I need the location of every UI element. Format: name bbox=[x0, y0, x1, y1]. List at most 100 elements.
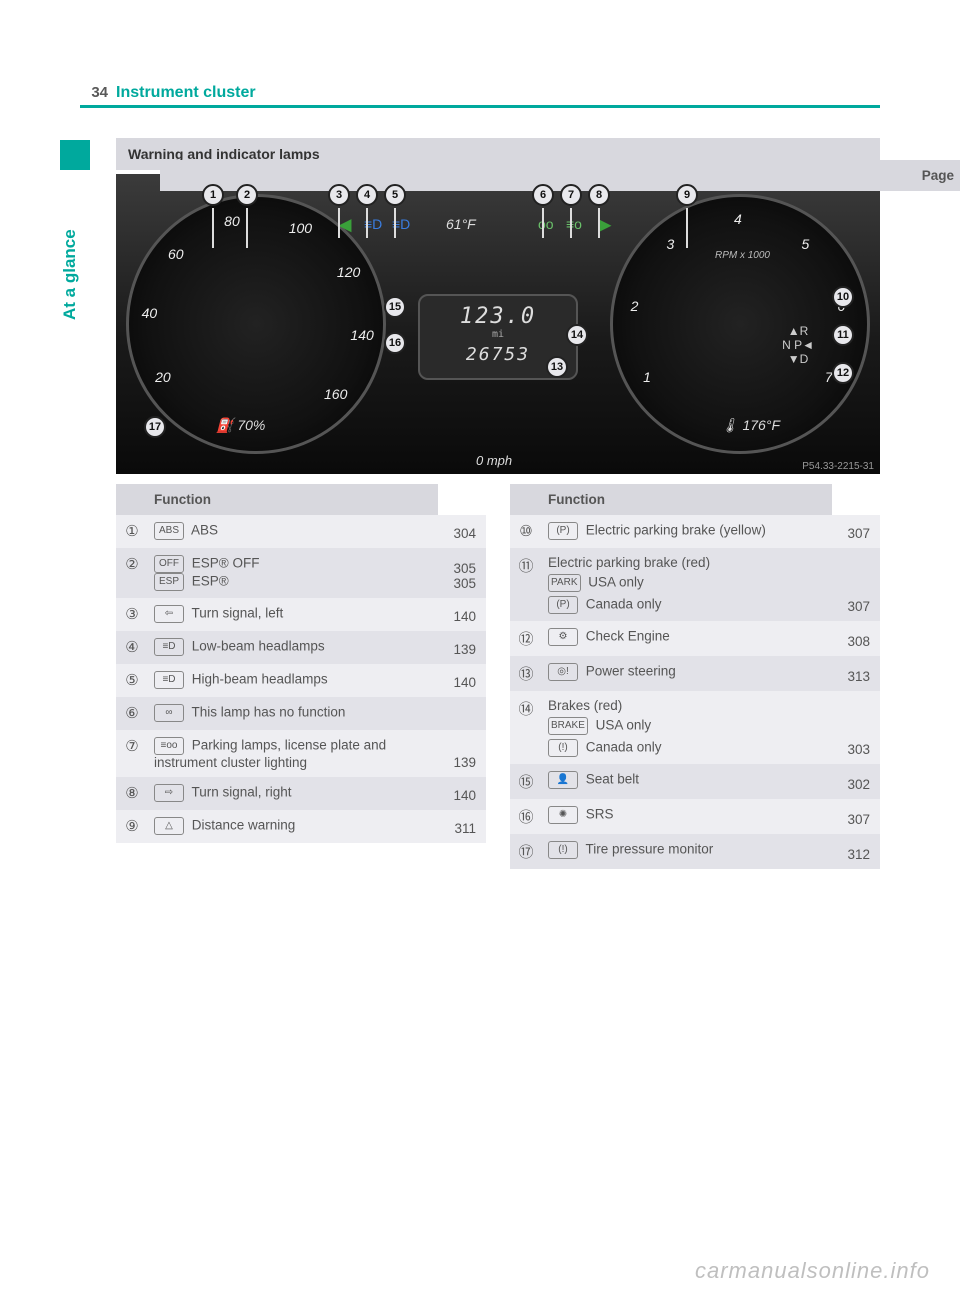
row-function: ABS ABS bbox=[148, 515, 438, 548]
row-function: ≡D Low-beam headlamps bbox=[148, 631, 438, 664]
table-row: ④≡D Low-beam headlamps139 bbox=[116, 631, 486, 664]
row-function: 👤 Seat belt bbox=[542, 764, 832, 799]
callout-marker-9: 9 bbox=[676, 184, 698, 206]
row-page: 139 bbox=[438, 730, 486, 777]
table-row: ①ABS ABS304 bbox=[116, 515, 486, 548]
row-page: 313 bbox=[832, 656, 880, 691]
rpm-tick: 4 bbox=[734, 211, 742, 227]
rpm-tick: 1 bbox=[643, 369, 651, 385]
rpm-tick: 5 bbox=[801, 236, 809, 252]
speed-zero: 0 mph bbox=[476, 453, 512, 468]
callout-marker-11: 11 bbox=[832, 324, 854, 346]
indicator-icon: OFF bbox=[154, 555, 184, 573]
row-function: OFF ESP® OFFESP ESP® bbox=[148, 548, 438, 598]
callout-marker-16: 16 bbox=[384, 332, 406, 354]
row-page: 307 bbox=[832, 515, 880, 548]
trip-value: 123.0 bbox=[420, 304, 576, 329]
indicator-icon: ABS bbox=[154, 522, 184, 540]
trip-unit: mi bbox=[420, 329, 576, 340]
row-page: 307 bbox=[832, 799, 880, 834]
row-page: 307 bbox=[832, 548, 880, 621]
indicator-icon: ⇨ bbox=[154, 784, 184, 802]
callout-marker-13: 13 bbox=[546, 356, 568, 378]
row-function: Electric parking brake (red)PARK USA onl… bbox=[542, 548, 832, 621]
col-function: Function bbox=[542, 484, 832, 515]
col-blank bbox=[116, 484, 148, 515]
speed-tick: 140 bbox=[350, 327, 373, 343]
speed-tick: 80 bbox=[224, 213, 240, 229]
tachometer-gauge bbox=[610, 194, 870, 454]
row-function: ⇦ Turn signal, left bbox=[148, 598, 438, 631]
lamp6-icon: oo bbox=[538, 216, 554, 232]
fuel-readout: ⛽ 70% bbox=[216, 417, 265, 434]
table-row: ③⇦ Turn signal, left140 bbox=[116, 598, 486, 631]
rpm-label: RPM x 1000 bbox=[715, 250, 770, 261]
row-index: ⑩ bbox=[510, 515, 542, 548]
table-row: ⑭Brakes (red)BRAKE USA only(!) Canada on… bbox=[510, 691, 880, 764]
row-function: (!) Tire pressure monitor bbox=[542, 834, 832, 869]
table-row: ⑩(P) Electric parking brake (yellow)307 bbox=[510, 515, 880, 548]
callout-marker-7: 7 bbox=[560, 184, 582, 206]
header-title: Instrument cluster bbox=[116, 84, 256, 102]
indicator-icon: △ bbox=[154, 817, 184, 835]
row-page: 302 bbox=[832, 764, 880, 799]
row-index: ⑦ bbox=[116, 730, 148, 777]
indicator-icon: ESP bbox=[154, 573, 184, 591]
row-function: ∞ This lamp has no function bbox=[148, 697, 438, 730]
row-index: ② bbox=[116, 548, 148, 598]
col-blank bbox=[510, 484, 542, 515]
table-row: ⑰(!) Tire pressure monitor312 bbox=[510, 834, 880, 869]
row-index: ⑤ bbox=[116, 664, 148, 697]
row-index: ⑥ bbox=[116, 697, 148, 730]
table-row: ⑦≡oo Parking lamps, license plate and in… bbox=[116, 730, 486, 777]
table-row: ⑪Electric parking brake (red)PARK USA on… bbox=[510, 548, 880, 621]
col-page: Page bbox=[160, 160, 960, 191]
row-function: ⇨ Turn signal, right bbox=[148, 777, 438, 810]
row-page: 304 bbox=[438, 515, 486, 548]
row-function: Brakes (red)BRAKE USA only(!) Canada onl… bbox=[542, 691, 832, 764]
row-page: 311 bbox=[438, 810, 486, 843]
indicator-icon: ⚙ bbox=[548, 628, 578, 646]
callout-marker-6: 6 bbox=[532, 184, 554, 206]
indicator-icon: (!) bbox=[548, 739, 578, 757]
col-function: Function bbox=[148, 484, 438, 515]
row-function: ⚙ Check Engine bbox=[542, 621, 832, 656]
image-ref: P54.33-2215-31 bbox=[802, 461, 874, 472]
row-index: ⑧ bbox=[116, 777, 148, 810]
instrument-cluster-figure: 20406080100120140160 1234567 61°F ◄ ≡D ≡… bbox=[116, 174, 880, 474]
row-index: ⑫ bbox=[510, 621, 542, 656]
rpm-tick: 2 bbox=[631, 298, 639, 314]
rpm-tick: 3 bbox=[667, 236, 675, 252]
page-number: 34 bbox=[80, 84, 116, 101]
row-page: 308 bbox=[832, 621, 880, 656]
callout-marker-10: 10 bbox=[832, 286, 854, 308]
callout-marker-8: 8 bbox=[588, 184, 610, 206]
row-page: 140 bbox=[438, 664, 486, 697]
callout-marker-4: 4 bbox=[356, 184, 378, 206]
indicator-icon: 👤 bbox=[548, 771, 578, 789]
row-index: ① bbox=[116, 515, 148, 548]
callout-marker-14: 14 bbox=[566, 324, 588, 346]
left-function-table: Function Page ①ABS ABS304②OFF ESP® OFFES… bbox=[116, 484, 486, 843]
table-row: ⑯✺ SRS307 bbox=[510, 799, 880, 834]
indicator-icon: ≡D bbox=[154, 638, 184, 656]
function-tables: Function Page ①ABS ABS304②OFF ESP® OFFES… bbox=[116, 484, 880, 869]
row-page: 140 bbox=[438, 598, 486, 631]
speed-tick: 20 bbox=[155, 369, 171, 385]
table-row: ⑮👤 Seat belt302 bbox=[510, 764, 880, 799]
coolant-temp: 🌡 176°F bbox=[721, 417, 780, 434]
right-function-table: Function Page ⑩(P) Electric parking brak… bbox=[510, 484, 880, 869]
speed-tick: 100 bbox=[289, 220, 312, 236]
row-page: 140 bbox=[438, 777, 486, 810]
table-row: ⑤≡D High-beam headlamps140 bbox=[116, 664, 486, 697]
side-tab-square bbox=[60, 140, 90, 170]
row-index: ⑭ bbox=[510, 691, 542, 764]
table-row: ⑨△ Distance warning311 bbox=[116, 810, 486, 843]
speed-tick: 120 bbox=[337, 264, 360, 280]
row-page: 305305 bbox=[438, 548, 486, 598]
callout-marker-15: 15 bbox=[384, 296, 406, 318]
gear-indicator: ▲RN P◄▼D bbox=[782, 324, 814, 366]
outside-temp: 61°F bbox=[446, 216, 476, 232]
lamp7-icon: ≡o bbox=[566, 216, 582, 232]
callout-marker-5: 5 bbox=[384, 184, 406, 206]
